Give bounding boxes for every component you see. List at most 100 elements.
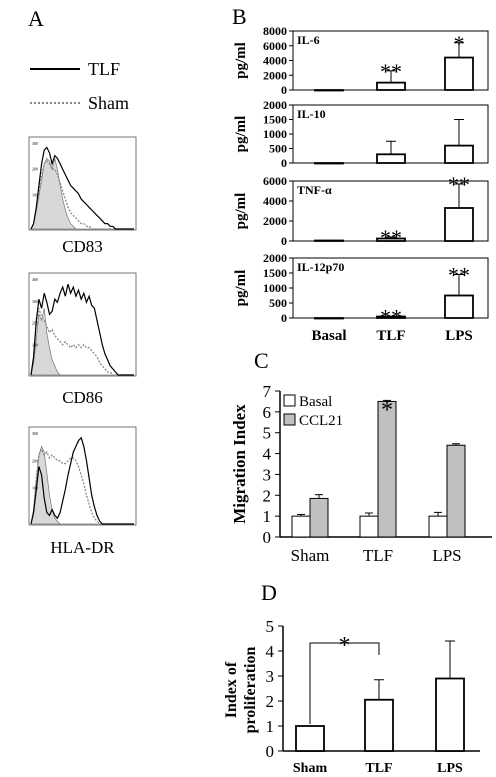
migration-ytick-label: 5 (263, 424, 272, 443)
proliferation-ytick-label: 5 (266, 617, 275, 636)
significance-tnf-lps: ** (448, 172, 470, 197)
bar-il-10-lps (444, 144, 474, 164)
migration-ytick-label: 7 (263, 382, 272, 401)
histogram-tick-cd83: 200 (32, 167, 38, 172)
histogram-tick-cd83: 100 (32, 192, 38, 197)
bar-proliferation-lps (435, 677, 465, 752)
cytokine-name-il-12p70: IL-12p70 (297, 260, 344, 274)
bar-proliferation-tlf (364, 698, 394, 752)
histogram-tick-cd86: 300 (32, 299, 38, 304)
panel-c-migration-chart: 0 1 2 34 5 6 7 Migration Index Sham TLF LPS * Basal C… (230, 382, 492, 565)
proliferation-ytick-label: 4 (266, 642, 275, 661)
cytokine-xlabel-tlf: TLF (376, 328, 405, 344)
histogram-caption-hla-dr: HLA-DR (50, 538, 115, 557)
significance-il-6-lps: * (454, 31, 465, 56)
legend-swatch-basal (283, 394, 296, 407)
panel-label-d: D (261, 580, 277, 605)
migration-ytick-label: 4 (263, 445, 272, 464)
panel-label-c: C (254, 348, 269, 373)
cytokine-ytick-label-il-10: 2000 (263, 98, 287, 112)
significance-il-12p70-lps: ** (448, 263, 470, 288)
migration-ylabel: Migration Index (230, 404, 249, 524)
cytokine-ytick-label-il-10: 1500 (263, 113, 287, 127)
cytokine-ytick-label-il-10: 500 (269, 142, 287, 156)
migration-ytick-label: 1 (263, 507, 272, 526)
bar-il-12p70-basal (314, 317, 344, 320)
proliferation-ylabel-line2: proliferation (242, 647, 259, 734)
cytokine-ytick-label-il-6: 8000 (263, 24, 287, 38)
cytokine-ytick-label-il-10: 0 (281, 156, 287, 170)
migration-ytick-label: 3 (263, 465, 272, 484)
bar-tnf-lps (444, 207, 474, 242)
histogram-tick-cd86: 100 (32, 342, 38, 347)
cytokine-ytick-label-tnf: 0 (281, 234, 287, 248)
proliferation-ytick-label: 1 (266, 717, 275, 736)
cytokine-ytick-label-il-12p70: 500 (269, 296, 287, 310)
histogram-tick-hla-dr: 200 (32, 458, 38, 463)
significance-tnf-tlf: ** (380, 225, 402, 250)
bar-il-12p70-lps (444, 294, 474, 319)
migration-xlabel-lps: LPS (432, 546, 461, 565)
cytokine-ytick-label-il-6: 0 (281, 83, 287, 97)
legend-label-tlf: TLF (88, 59, 120, 79)
panel-label-b: B (232, 4, 247, 29)
cytokine-ytick-label-il-12p70: 0 (281, 311, 287, 325)
bar-il-6-lps (444, 56, 474, 91)
cytokine-ytick-label-il-10: 1000 (263, 127, 287, 141)
migration-ytick-label: 0 (263, 528, 272, 547)
bar-il-12p70-tlf (376, 315, 406, 319)
cytokine-ytick-label-il-6: 6000 (263, 39, 287, 53)
cytokine-ytick-label-il-6: 2000 (263, 68, 287, 82)
cytokine-name-tnf: TNF-α (297, 183, 332, 197)
cytokine-ytick-label-il-12p70: 1500 (263, 266, 287, 280)
cytokine-ytick-label-il-6: 4000 (263, 54, 287, 68)
significance-il-6-tlf: ** (380, 59, 402, 84)
bar-il-6-basal (314, 89, 344, 92)
proliferation-xlabel-tlf: TLF (365, 761, 392, 776)
histogram-sham-cd86 (30, 308, 134, 376)
cytokine-ytick-label-tnf: 4000 (263, 194, 287, 208)
cytokine-ylabel-tnf: pg/ml (233, 193, 249, 230)
bar-basal-sham (291, 515, 311, 538)
bar-il-10-basal (314, 162, 344, 165)
cytokine-ytick-label-tnf: 6000 (263, 174, 287, 188)
cytokine-ylabel-il-10: pg/ml (233, 116, 249, 153)
histogram-sham-hla-dr (30, 447, 134, 525)
proliferation-ytick-label: 2 (266, 692, 275, 711)
panel-d-proliferation-chart: 0 1 2 3 4 5 Index of proliferation Sham TLF LPS * (223, 617, 480, 776)
bar-basal-tlf (359, 515, 379, 538)
histogram-tick-hla-dr: 300 (32, 431, 38, 436)
cytokine-name-il-10: IL-10 (297, 107, 326, 121)
cytokine-name-il-6: IL-6 (297, 33, 320, 47)
panel-label-a: A (28, 6, 44, 31)
migration-ytick-label: 6 (263, 403, 272, 422)
cytokine-xlabel-lps: LPS (445, 328, 473, 344)
legend-label-ccl21: CCL21 (299, 413, 343, 429)
proliferation-ylabel-line1: Index of (223, 661, 240, 718)
bar-basal-lps (428, 515, 448, 538)
histogram-tlf-cd83 (30, 146, 134, 230)
bar-ccl21-sham (309, 497, 329, 538)
histogram-tick-hla-dr: 100 (32, 486, 38, 491)
legend-label-basal: Basal (299, 394, 332, 410)
cytokine-ytick-label-tnf: 2000 (263, 214, 287, 228)
proliferation-ytick-label: 0 (266, 742, 275, 761)
panel-b-cytokine-charts: 02000400060008000pg/mlIL-6***05001000150… (233, 24, 489, 344)
significance-bracket (309, 642, 380, 724)
proliferation-ytick-label: 3 (266, 667, 275, 686)
proliferation-significance: * (339, 633, 351, 659)
bar-proliferation-sham (295, 725, 325, 752)
legend-swatch-ccl21 (283, 413, 296, 426)
bar-ccl21-lps (446, 444, 466, 538)
migration-ytick-label: 2 (263, 486, 272, 505)
histogram-tick-cd86: 200 (32, 321, 38, 326)
panel-a-flow-histograms: TLF Sham 300 200 100 CD83 400 300 200 100 CD86 300 2… (28, 59, 137, 557)
histogram-tlf-hla-dr (30, 436, 134, 525)
histogram-tick-cd86: 400 (32, 277, 38, 282)
migration-significance-tlf: * (381, 397, 393, 423)
histogram-tick-cd83: 300 (32, 141, 38, 146)
cytokine-ytick-label-il-12p70: 2000 (263, 251, 287, 265)
proliferation-xlabel-lps: LPS (437, 761, 463, 776)
cytokine-ytick-label-il-12p70: 1000 (263, 281, 287, 295)
